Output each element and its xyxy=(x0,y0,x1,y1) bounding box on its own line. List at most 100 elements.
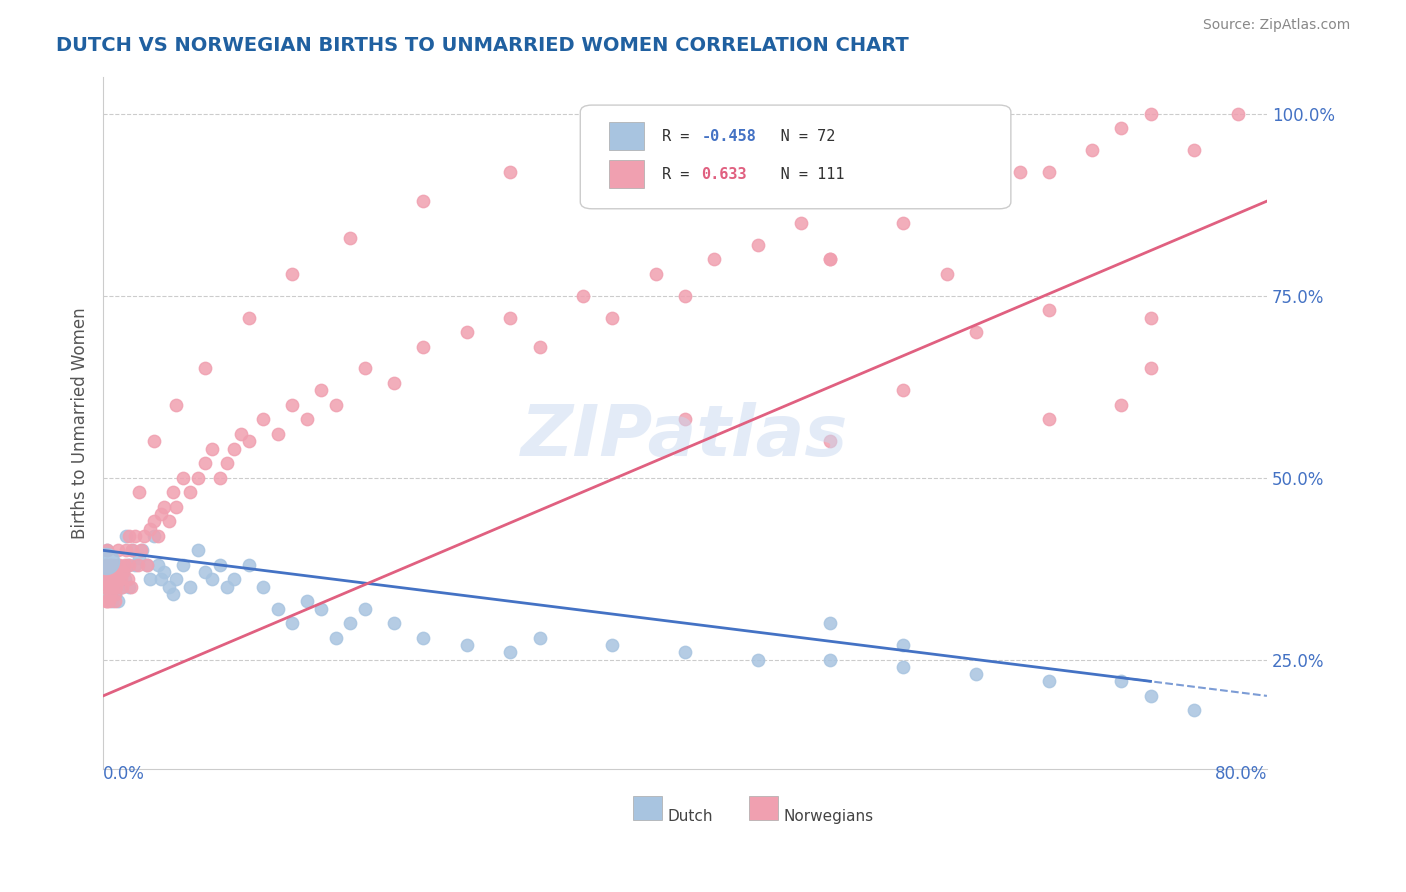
Point xyxy=(499,645,522,659)
Point xyxy=(673,412,696,426)
Point xyxy=(101,594,124,608)
Point xyxy=(107,594,129,608)
Point xyxy=(295,594,318,608)
Point xyxy=(124,558,146,572)
Point xyxy=(117,558,139,572)
Point xyxy=(172,470,194,484)
Point xyxy=(110,565,132,579)
Point xyxy=(820,434,842,449)
Point xyxy=(104,587,127,601)
Point xyxy=(138,573,160,587)
Point xyxy=(94,558,117,572)
Point xyxy=(121,543,143,558)
Point xyxy=(107,573,129,587)
Point xyxy=(499,310,522,325)
Point xyxy=(600,143,623,157)
Point xyxy=(105,573,128,587)
Point xyxy=(121,543,143,558)
Point xyxy=(104,594,127,608)
Point xyxy=(1038,674,1060,689)
Point xyxy=(412,340,434,354)
Point xyxy=(382,376,405,390)
Point xyxy=(112,565,135,579)
Point xyxy=(201,442,224,456)
Point xyxy=(101,580,124,594)
Point xyxy=(135,558,157,572)
Point xyxy=(891,638,914,652)
Point xyxy=(162,587,184,601)
Point xyxy=(208,558,231,572)
Point xyxy=(965,194,987,208)
Point xyxy=(104,573,127,587)
Point xyxy=(295,412,318,426)
Text: ZIPatlas: ZIPatlas xyxy=(522,402,849,471)
Point xyxy=(110,573,132,587)
Point xyxy=(339,230,361,244)
Point xyxy=(1139,107,1161,121)
Point xyxy=(311,384,333,398)
Point xyxy=(412,631,434,645)
Point xyxy=(201,573,224,587)
Point xyxy=(165,573,187,587)
Point xyxy=(128,485,150,500)
Point xyxy=(135,558,157,572)
Bar xyxy=(749,797,778,821)
Point xyxy=(215,456,238,470)
Point xyxy=(117,573,139,587)
Point xyxy=(1081,143,1104,157)
Point xyxy=(165,398,187,412)
Point xyxy=(222,442,245,456)
Point xyxy=(1038,412,1060,426)
Point xyxy=(529,340,551,354)
Point xyxy=(111,580,134,594)
Text: Dutch: Dutch xyxy=(668,809,713,823)
Point xyxy=(820,252,842,267)
Point xyxy=(267,426,290,441)
Point xyxy=(110,573,132,587)
Point xyxy=(935,179,957,194)
Point xyxy=(600,638,623,652)
Point xyxy=(1038,303,1060,318)
Point xyxy=(208,470,231,484)
Point xyxy=(790,216,813,230)
Point xyxy=(148,558,170,572)
Point xyxy=(103,565,125,579)
FancyBboxPatch shape xyxy=(581,105,1011,209)
Point xyxy=(529,631,551,645)
Point xyxy=(153,565,176,579)
Point xyxy=(96,573,118,587)
Text: DUTCH VS NORWEGIAN BIRTHS TO UNMARRIED WOMEN CORRELATION CHART: DUTCH VS NORWEGIAN BIRTHS TO UNMARRIED W… xyxy=(56,36,910,54)
Point xyxy=(150,507,173,521)
Y-axis label: Births to Unmarried Women: Births to Unmarried Women xyxy=(72,307,89,539)
Point xyxy=(96,543,118,558)
Point xyxy=(114,558,136,572)
Point xyxy=(703,121,725,136)
Point xyxy=(179,485,201,500)
Point xyxy=(600,310,623,325)
Point xyxy=(143,514,166,528)
Bar xyxy=(609,161,644,188)
Point xyxy=(187,543,209,558)
Point xyxy=(97,580,120,594)
Point xyxy=(97,565,120,579)
Bar xyxy=(633,797,662,821)
Point xyxy=(100,558,122,572)
Point xyxy=(105,565,128,579)
Point xyxy=(187,470,209,484)
Point xyxy=(820,616,842,631)
Point xyxy=(325,398,347,412)
Point xyxy=(153,500,176,514)
Point xyxy=(1182,703,1205,717)
Point xyxy=(382,616,405,631)
Text: Norwegians: Norwegians xyxy=(785,809,875,823)
Point xyxy=(499,165,522,179)
Point xyxy=(1226,107,1249,121)
Point xyxy=(143,529,166,543)
Point xyxy=(104,580,127,594)
Point xyxy=(107,558,129,572)
Point xyxy=(101,580,124,594)
Point xyxy=(820,252,842,267)
Point xyxy=(97,594,120,608)
Point xyxy=(100,587,122,601)
Point xyxy=(281,616,304,631)
